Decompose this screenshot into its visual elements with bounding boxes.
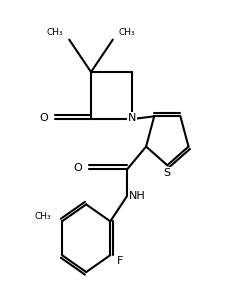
Text: NH: NH [129,191,146,200]
Text: O: O [73,163,82,173]
Text: CH₃: CH₃ [119,28,135,37]
Text: F: F [117,256,123,266]
Text: O: O [39,113,48,123]
Text: S: S [164,168,171,178]
Text: N: N [128,113,136,123]
Text: CH₃: CH₃ [35,212,51,221]
Text: CH₃: CH₃ [47,28,63,37]
